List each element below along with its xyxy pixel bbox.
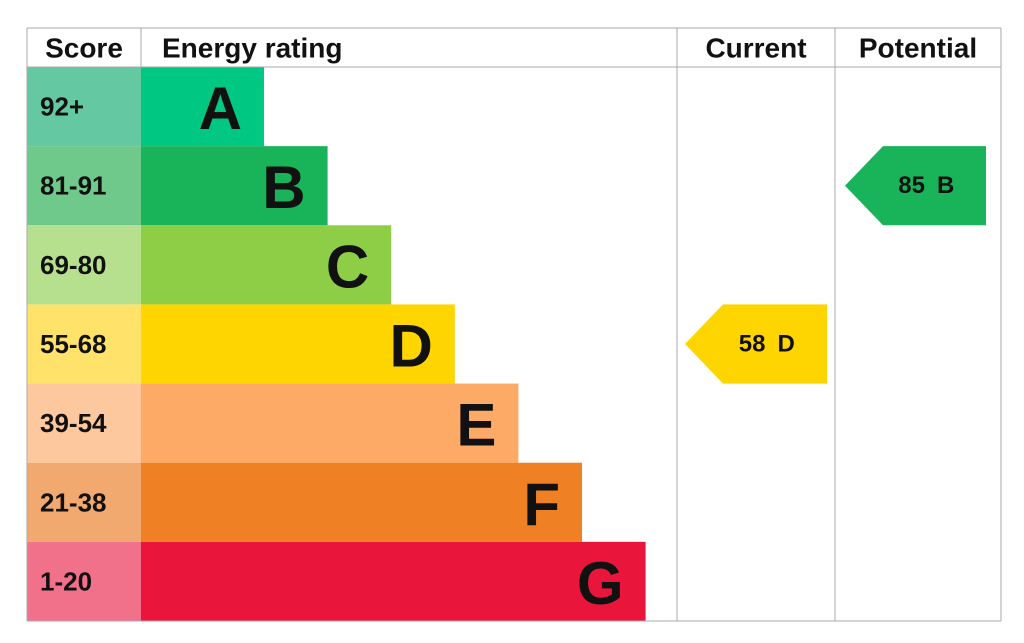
rating-bar bbox=[141, 462, 582, 542]
score-label: 81-91 bbox=[40, 171, 107, 201]
rating-header: Energy rating bbox=[162, 33, 342, 64]
potential-score: 85 bbox=[898, 172, 925, 199]
score-label: 92+ bbox=[40, 92, 84, 122]
rating-letter: B bbox=[262, 154, 305, 221]
score-cell bbox=[27, 225, 141, 305]
current-header: Current bbox=[705, 33, 806, 64]
rating-letter: F bbox=[523, 471, 560, 538]
rating-letter: A bbox=[199, 75, 242, 142]
rating-bar bbox=[141, 383, 519, 463]
potential-letter: B bbox=[937, 172, 954, 199]
score-cell bbox=[27, 541, 141, 621]
potential-arrow bbox=[845, 146, 986, 226]
score-cell bbox=[27, 383, 141, 463]
score-cell bbox=[27, 146, 141, 226]
rating-letter: E bbox=[456, 392, 496, 459]
rating-letter: G bbox=[577, 550, 624, 617]
score-label: 69-80 bbox=[40, 250, 107, 280]
current-score: 58 bbox=[739, 331, 766, 358]
score-label: 55-68 bbox=[40, 329, 107, 359]
current-arrow bbox=[685, 304, 827, 384]
rating-bar bbox=[141, 67, 264, 147]
score-cell bbox=[27, 67, 141, 147]
rating-bar bbox=[141, 225, 392, 305]
score-cell bbox=[27, 304, 141, 384]
score-cell bbox=[27, 462, 141, 542]
score-label: 21-38 bbox=[40, 487, 107, 517]
score-label: 1-20 bbox=[40, 566, 92, 596]
rating-bar bbox=[141, 146, 328, 226]
rating-bar bbox=[141, 304, 455, 384]
rating-letter: C bbox=[326, 233, 369, 300]
score-header: Score bbox=[45, 33, 123, 64]
rating-bar bbox=[141, 541, 646, 621]
current-letter: D bbox=[778, 331, 795, 358]
score-label: 39-54 bbox=[40, 408, 107, 438]
rating-letter: D bbox=[389, 313, 432, 380]
potential-header: Potential bbox=[859, 33, 977, 64]
